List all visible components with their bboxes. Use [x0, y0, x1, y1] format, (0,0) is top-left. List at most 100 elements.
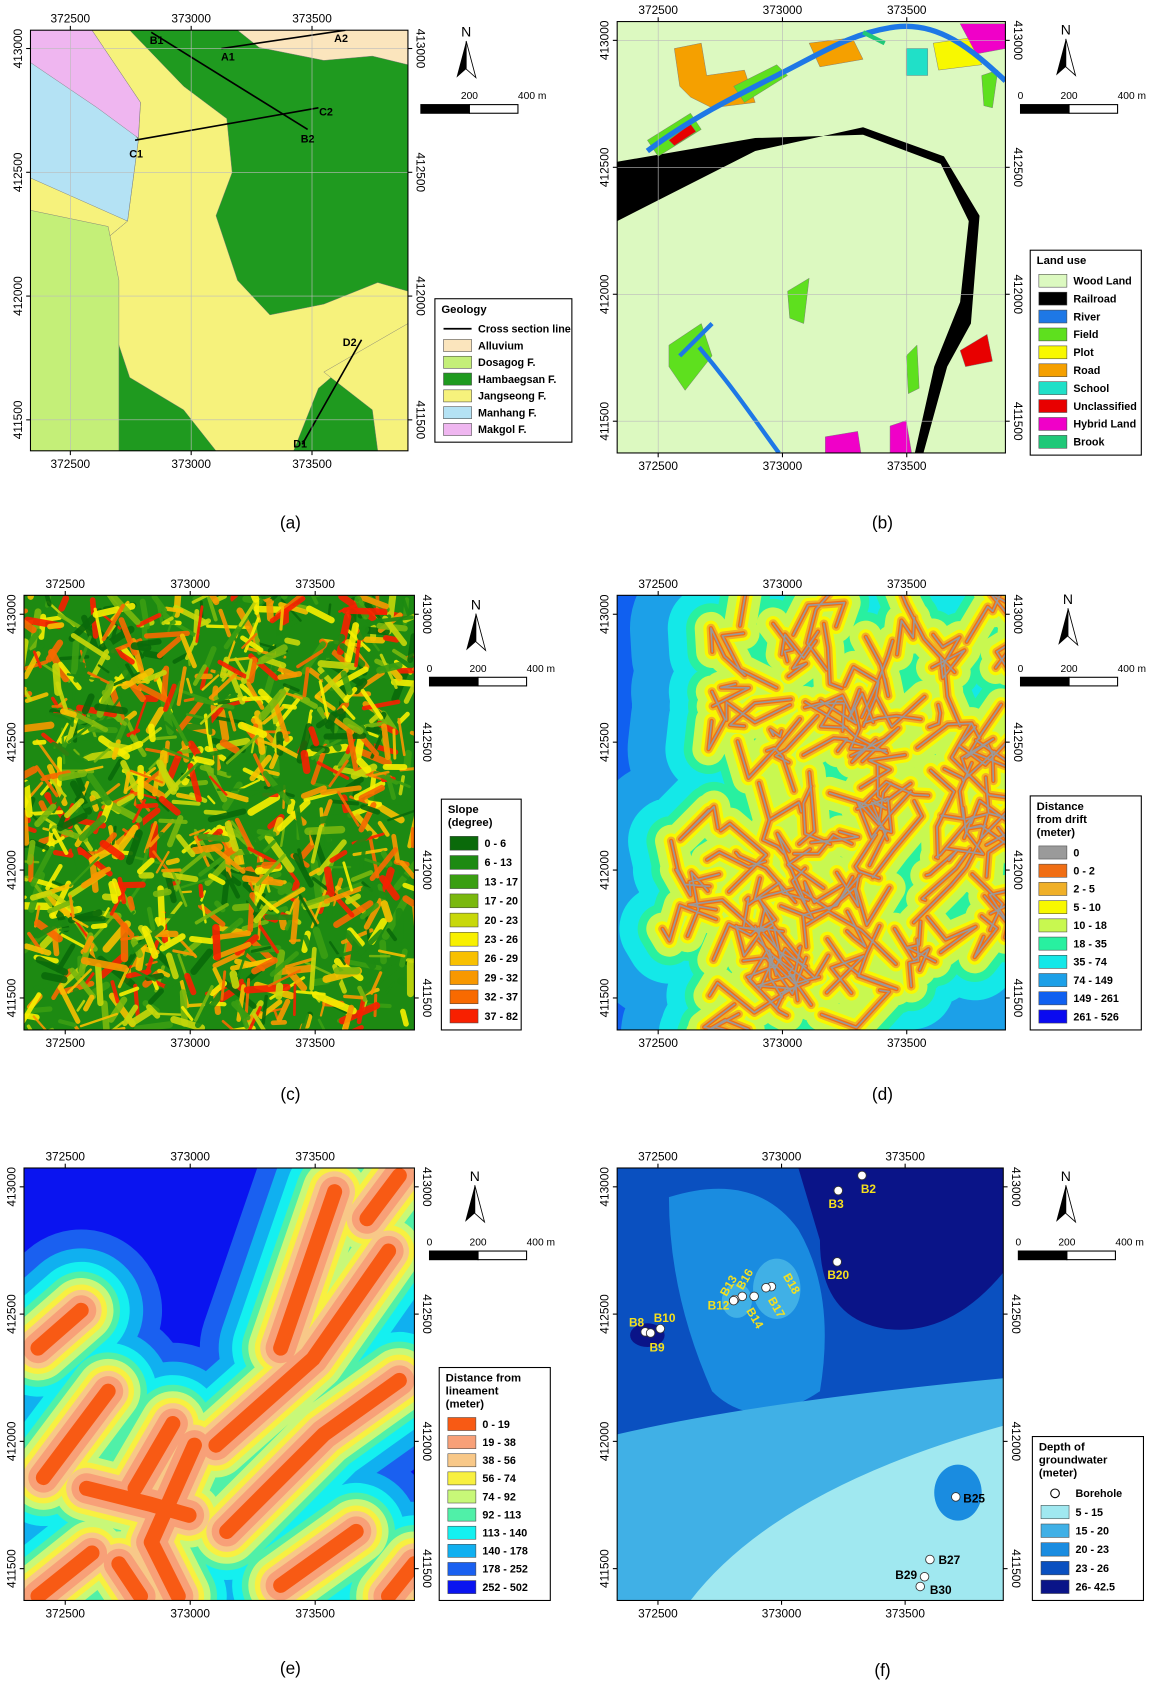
y-tick-label: 411500: [420, 1549, 434, 1588]
slope-stroke: [201, 836, 227, 839]
slope-stroke: [294, 985, 295, 1015]
scale-bar: [430, 677, 479, 686]
borehole: [858, 1171, 867, 1180]
legend-label: 113 - 140: [482, 1528, 527, 1540]
map: [24, 1168, 414, 1600]
legend-title: (degree): [448, 817, 493, 829]
slope-stroke: [72, 690, 74, 725]
slope-stroke: [209, 709, 211, 733]
y-tick-label: 413000: [1011, 21, 1025, 61]
slope-stroke: [201, 886, 202, 896]
legend-label: Dosagog F.: [478, 357, 535, 369]
section-label: B2: [301, 133, 315, 145]
slope-stroke: [63, 711, 74, 714]
slope-stroke: [264, 587, 288, 596]
scale-bar: [478, 1251, 527, 1260]
legend-label: School: [1073, 383, 1109, 395]
legend-label: 35 - 74: [1073, 957, 1107, 969]
slope-stroke: [312, 949, 315, 988]
panel-label: (b): [872, 512, 893, 532]
x-tick-label: 373000: [170, 1607, 210, 1621]
slope-stroke: [192, 939, 211, 941]
borehole: [951, 1493, 960, 1502]
north-arrow: [1056, 1185, 1066, 1222]
borehole-label: B9: [649, 1340, 665, 1354]
slope-stroke: [35, 742, 44, 743]
x-tick-label: 373500: [295, 1607, 335, 1621]
y-tick-label: 411500: [4, 978, 18, 1017]
slope-stroke: [50, 625, 62, 627]
y-tick-label: 412500: [4, 722, 18, 762]
legend-swatch: [450, 913, 478, 927]
legend-label: 74 - 92: [482, 1491, 516, 1503]
legend-label: Brook: [1073, 437, 1104, 449]
borehole: [920, 1572, 929, 1581]
slope-stroke: [21, 642, 26, 672]
y-tick-label: 413000: [598, 1167, 612, 1207]
legend-swatch: [1041, 1561, 1069, 1574]
y-tick-label: 412500: [1011, 148, 1025, 188]
legend-label: 20 - 23: [485, 915, 519, 927]
y-tick-label: 412000: [414, 276, 428, 316]
legend-label: 0 - 2: [1073, 865, 1095, 877]
slope-stroke: [279, 986, 280, 996]
y-tick-label: 413000: [420, 1167, 434, 1207]
slope-stroke: [156, 1014, 180, 1015]
borehole-label: B25: [963, 1491, 985, 1505]
x-tick-label: 373500: [295, 577, 335, 591]
legend-swatch: [448, 1472, 476, 1485]
legend-swatch: [450, 894, 478, 908]
north-label: N: [1061, 22, 1071, 38]
x-tick-label: 373500: [885, 1149, 925, 1163]
section-label: C2: [319, 106, 333, 118]
legend-swatch: [1039, 310, 1067, 323]
slope-stroke: [299, 710, 307, 712]
legend-title: Distance from: [446, 1373, 521, 1385]
north-label: N: [470, 1168, 480, 1184]
legend-title: (meter): [446, 1398, 485, 1410]
legend-label: Plot: [1073, 347, 1094, 359]
legend-swatch: [1041, 1543, 1069, 1556]
section-label: D1: [293, 439, 307, 451]
legend-swatch: [444, 423, 472, 435]
legend-label: Road: [1073, 365, 1100, 377]
north-arrow: [475, 1185, 485, 1222]
x-tick-label: 373000: [171, 12, 211, 26]
slope-stroke: [45, 976, 64, 980]
slope-stroke: [0, 676, 25, 688]
section-label: B1: [150, 35, 164, 47]
north-arrow: [1066, 39, 1076, 76]
x-tick-label: 373500: [295, 1036, 335, 1050]
scale-label: 200: [1061, 91, 1078, 102]
legend-label: 18 - 35: [1073, 938, 1107, 950]
legend-swatch: [1039, 382, 1067, 395]
slope-stroke: [39, 1030, 52, 1036]
panel-label: (a): [280, 512, 301, 532]
scale-label: 400 m: [527, 1238, 555, 1249]
north-arrow: [465, 1185, 475, 1222]
borehole-label: B29: [895, 1568, 917, 1582]
borehole-label: B10: [654, 1311, 676, 1325]
legend-label: 149 - 261: [1073, 993, 1119, 1005]
legend-swatch: [1039, 937, 1067, 950]
y-tick-label: 411500: [11, 400, 25, 439]
y-tick-label: 412500: [598, 1294, 612, 1334]
y-tick-label: 412500: [4, 1294, 18, 1334]
legend-label: 23 - 26: [1076, 1563, 1110, 1575]
legend-swatch: [1039, 435, 1067, 448]
y-tick-label: 413000: [414, 29, 428, 69]
scale-bar: [1021, 105, 1070, 114]
legend-title: Geology: [441, 304, 487, 316]
legend-title: (meter): [1037, 827, 1076, 839]
y-tick-label: 412000: [1011, 274, 1025, 314]
legend-swatch: [444, 373, 472, 385]
y-tick-label: 413000: [1011, 594, 1025, 634]
legend-swatch: [448, 1544, 476, 1557]
slope-stroke: [137, 1025, 169, 1029]
slope-stroke: [140, 642, 159, 644]
slope-stroke: [31, 578, 35, 597]
slope-stroke: [402, 951, 405, 964]
slope-stroke: [26, 783, 29, 814]
scale-label: 0: [1018, 664, 1024, 675]
borehole: [750, 1292, 759, 1301]
